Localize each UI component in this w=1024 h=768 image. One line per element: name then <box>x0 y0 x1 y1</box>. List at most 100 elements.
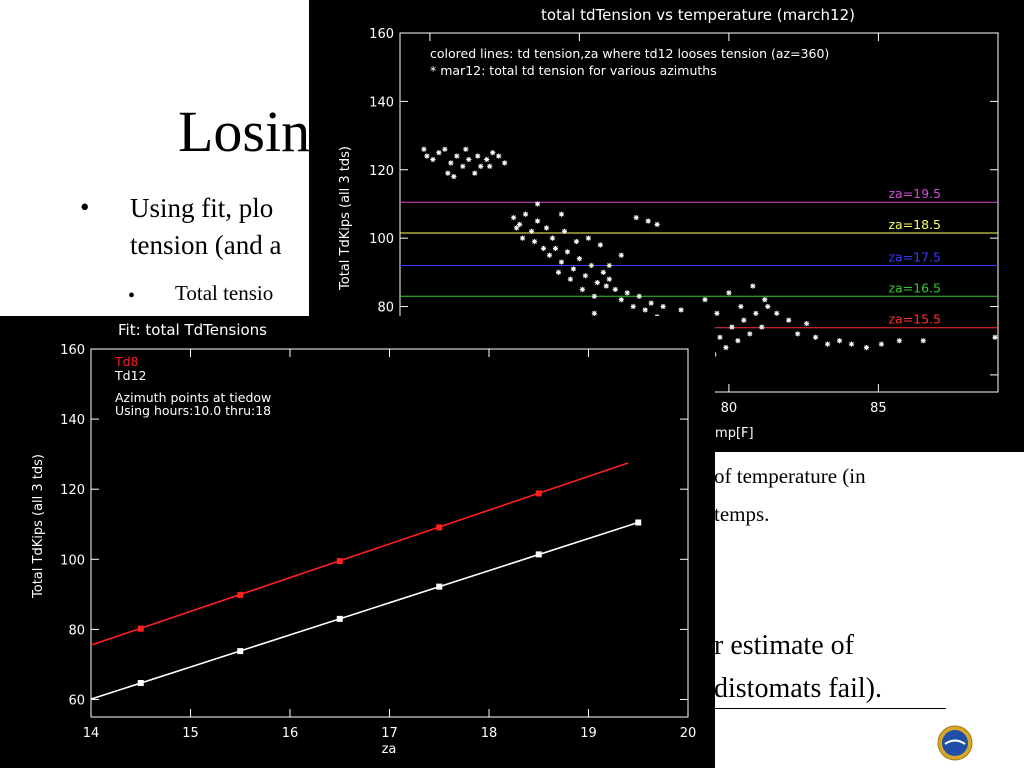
scatter-point <box>630 303 636 310</box>
bullet-marker: • <box>80 192 90 222</box>
scatter-point <box>824 341 831 347</box>
scatter-point <box>920 338 926 344</box>
bottom-ytick-label: 80 <box>68 623 85 638</box>
scatter-point <box>424 153 430 159</box>
scatter-point <box>511 215 517 221</box>
fit-point-td8 <box>237 592 244 599</box>
za-line-label: za=15.5 <box>888 312 941 327</box>
scatter-point <box>451 174 457 180</box>
scatter-point <box>534 218 541 224</box>
scatter-point <box>848 341 855 347</box>
top-ylabel: Total TdKips (all 3 tds) <box>338 146 353 291</box>
scatter-point <box>786 317 792 323</box>
right-text-line-3: r estimate of <box>714 630 854 661</box>
scatter-point <box>804 321 810 327</box>
scatter-point <box>442 146 448 152</box>
scatter-point <box>496 153 502 159</box>
right-text-line-1: of temperature (in <box>714 464 866 488</box>
top-xtick-label: 80 <box>721 401 738 416</box>
za-line-label: za=19.5 <box>888 186 941 201</box>
scatter-point <box>765 303 771 310</box>
scatter-point <box>546 252 553 258</box>
legend-td12: Td12 <box>114 368 146 383</box>
fit-point-td12 <box>336 615 343 622</box>
scatter-point <box>723 344 729 351</box>
scatter-point <box>603 283 609 289</box>
scatter-point <box>555 269 562 275</box>
scatter-point <box>618 297 624 303</box>
bottom-xtick-label: 18 <box>481 726 498 741</box>
scatter-point <box>570 266 577 272</box>
scatter-point <box>588 262 594 269</box>
scatter-point <box>463 146 469 152</box>
scatter-point <box>519 235 526 241</box>
top-xtick-label: 85 <box>870 401 887 416</box>
bottom-ytick-label: 160 <box>60 343 85 358</box>
scatter-point <box>475 153 481 159</box>
scatter-point <box>648 300 654 306</box>
scatter-point <box>591 310 597 316</box>
fit-point-td12 <box>635 519 642 526</box>
top-chart-title: total tdTension vs temperature (march12) <box>541 6 855 24</box>
scatter-point <box>564 249 571 255</box>
fit-line-td12 <box>90 521 639 700</box>
scatter-point <box>430 156 436 163</box>
bottom-ylabel: Total TdKips (all 3 tds) <box>31 454 46 599</box>
scatter-point <box>543 225 550 231</box>
legend-td8: Td8 <box>114 354 139 369</box>
fit-point-td8 <box>336 558 343 565</box>
scatter-point <box>762 297 768 303</box>
bullet-line-1: Using fit, plo <box>130 193 274 223</box>
scatter-point <box>606 276 612 282</box>
bottom-xtick-label: 16 <box>282 726 299 741</box>
scatter-point <box>633 215 639 221</box>
scatter-point <box>878 341 884 347</box>
scatter-point <box>454 153 460 159</box>
scatter-point <box>558 259 565 265</box>
top-annotation-1: colored lines: td tension,za where td12 … <box>430 46 829 61</box>
scatter-point <box>636 293 642 299</box>
scatter-point <box>795 331 801 337</box>
bullet-line-2: tension (and a <box>130 230 282 260</box>
scatter-point <box>612 286 618 293</box>
scatter-point <box>753 310 759 316</box>
scatter-point <box>466 156 472 163</box>
scatter-point <box>714 310 720 316</box>
bottom-annotation-2: Using hours:10.0 thru:18 <box>115 403 271 418</box>
scatter-point <box>729 324 735 330</box>
bottom-xtick-label: 17 <box>381 726 398 741</box>
right-text-line-2: temps. <box>714 502 770 526</box>
scatter-point <box>567 276 574 282</box>
top-ytick-label: 140 <box>369 95 394 110</box>
bottom-xtick-label: 19 <box>580 726 597 741</box>
scatter-point <box>522 211 529 217</box>
scatter-point <box>421 146 427 152</box>
scatter-point <box>484 156 490 163</box>
fit-point-td8 <box>535 490 542 497</box>
scatter-point <box>813 334 819 340</box>
scatter-point <box>528 228 535 234</box>
text-underline <box>714 708 946 709</box>
scatter-point <box>759 324 765 330</box>
fit-line-td8 <box>90 462 629 646</box>
scatter-point <box>591 293 597 299</box>
scatter-point <box>717 334 723 340</box>
scatter-point <box>747 331 753 337</box>
sub-bullet-marker: • <box>128 285 136 307</box>
scatter-point <box>472 170 478 176</box>
top-ytick-label: 120 <box>369 164 394 179</box>
bottom-xtick-label: 20 <box>680 726 697 741</box>
fit-point-td8 <box>436 524 443 531</box>
top-ytick-label: 160 <box>369 27 394 42</box>
za-tension-fit-svg: Fit: total TdTensions Td8 Td12 Azimuth p… <box>31 321 697 757</box>
scatter-point <box>502 160 508 166</box>
bottom-xtick-label: 15 <box>182 726 199 741</box>
scatter-point <box>576 256 582 262</box>
bullet-text: Using fit, plo tension (and a <box>130 190 281 264</box>
scatter-point <box>741 317 747 323</box>
bottom-ytick-label: 140 <box>60 413 85 428</box>
scatter-point <box>445 170 451 176</box>
za-tension-fit-plot: Fit: total TdTensions Td8 Td12 Azimuth p… <box>0 316 715 768</box>
bottom-xlabel: za <box>382 742 397 757</box>
scatter-point <box>594 279 600 286</box>
